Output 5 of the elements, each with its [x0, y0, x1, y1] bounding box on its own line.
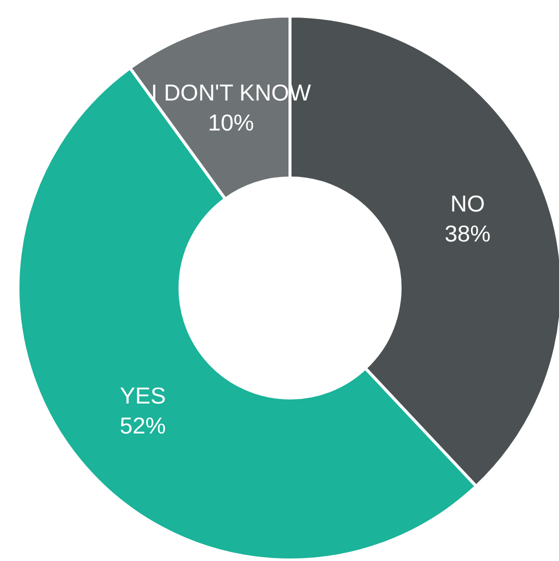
data-label: 52%	[120, 412, 166, 439]
slice-label: NO	[450, 190, 485, 217]
data-label: 38%	[444, 220, 491, 247]
data-label: 10%	[208, 109, 254, 136]
slice-label: YES	[120, 382, 166, 409]
